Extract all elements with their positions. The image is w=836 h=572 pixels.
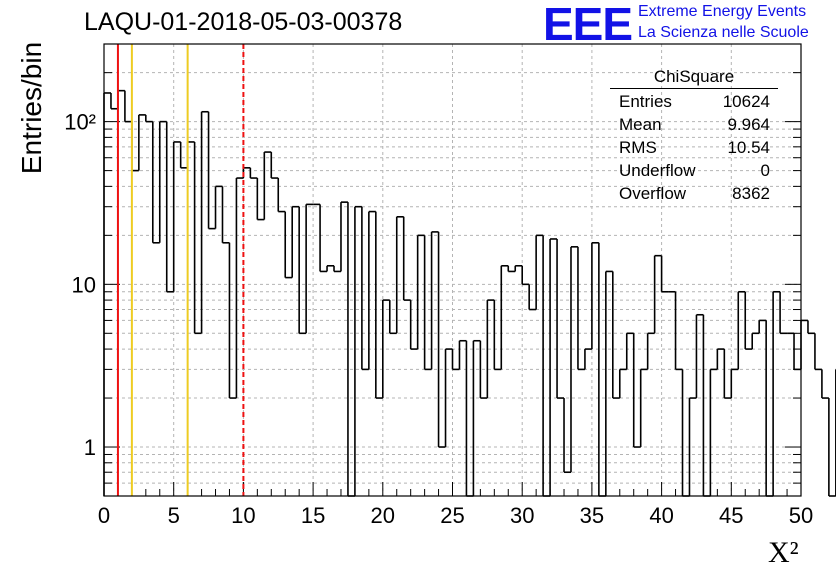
x-axis-label: X² [768,536,799,569]
x-tick-label: 40 [649,503,673,528]
x-tick-label: 0 [98,503,110,528]
x-tick-label: 30 [510,503,534,528]
stats-value: 8362 [732,184,770,203]
reference-lines [116,44,245,496]
stats-label: Mean [619,115,662,134]
y-axis-ticks: 1 10 10² [64,110,96,460]
stats-value: 10624 [722,92,770,111]
stats-value: 10.54 [727,138,770,157]
stats-row-rms: RMS 10.54 [610,136,778,159]
x-tick-label: 50 [789,503,813,528]
x-axis-ticks: 0 5 10 15 20 25 30 35 40 45 50 [98,503,813,528]
stats-value: 0 [760,161,770,180]
x-tick-label: 45 [719,503,743,528]
x-tick-label: 10 [231,503,255,528]
stats-title: ChiSquare [610,66,778,89]
x-tick-label: 35 [580,503,604,528]
x-tick-label: 25 [440,503,464,528]
logo-line-1: Extreme Energy Events [638,3,807,20]
stats-label: RMS [619,138,657,157]
stats-row-overflow: Overflow 8362 [610,182,778,205]
y-axis-label: Entries/bin [16,41,47,175]
chart-title: LAQU-01-2018-05-03-00378 [84,8,403,36]
y-tick-label: 10² [64,110,96,135]
y-tick-label: 10 [72,272,96,297]
stats-value: 9.964 [727,115,770,134]
stats-label: Entries [619,92,672,111]
x-tick-label: 5 [168,503,180,528]
y-tick-label: 1 [84,435,96,460]
x-tick-label: 15 [301,503,325,528]
stats-row-underflow: Underflow 0 [610,159,778,182]
eee-logo: EEE [543,0,633,50]
stats-label: Overflow [619,184,687,203]
stats-row-entries: Entries 10624 [610,90,778,113]
plot-frame [103,43,802,497]
stats-label: Underflow [619,161,696,180]
logo-line-2: La Scienza nelle Scuole [638,24,809,41]
x-tick-label: 20 [371,503,395,528]
stats-row-mean: Mean 9.964 [610,113,778,136]
stats-box: ChiSquare Entries 10624 Mean 9.964 RMS 1… [610,66,778,205]
